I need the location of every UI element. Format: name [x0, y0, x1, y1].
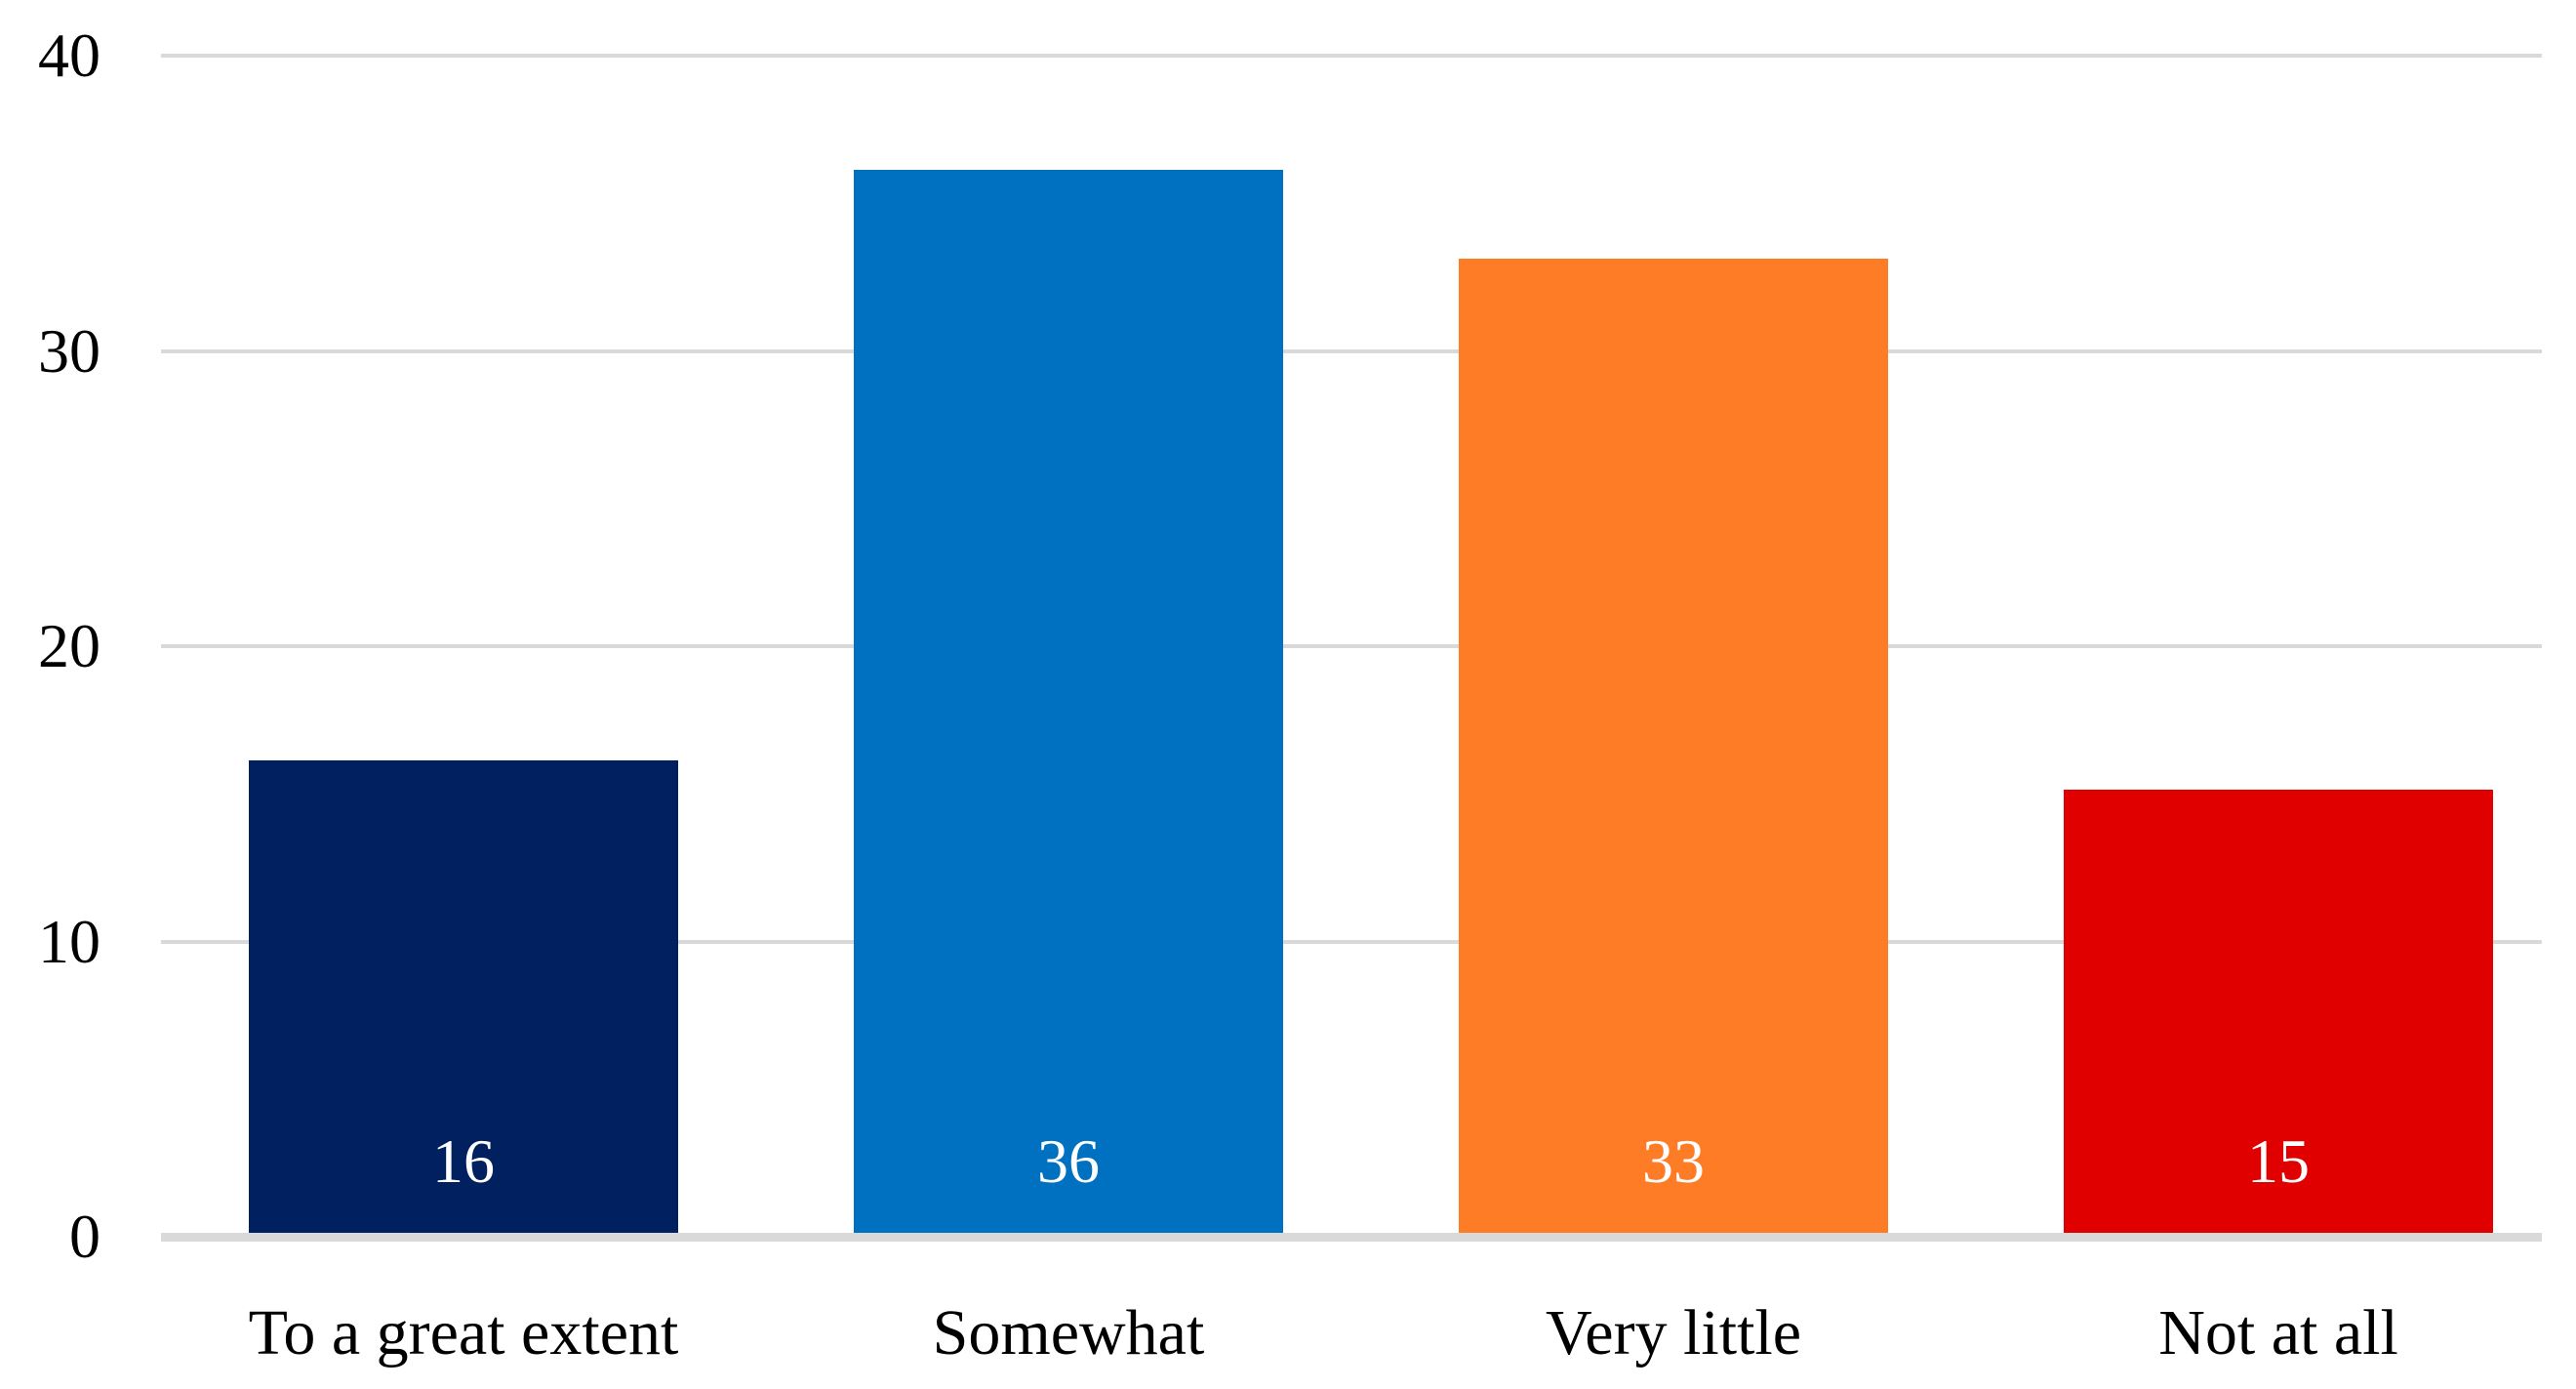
x-axis-label-very-little: Very little: [1545, 1297, 1802, 1369]
bar-not-at-all: 15: [2064, 790, 2493, 1233]
gridline-y10: [161, 939, 2542, 944]
bar-value-label-15: 15: [2247, 1126, 2310, 1196]
bar-somewhat: 36: [854, 170, 1283, 1233]
y-axis-tick-label-20: 20: [38, 611, 101, 680]
gridline-y30: [161, 348, 2542, 353]
gridline-y40: [161, 54, 2542, 58]
y-axis-tick-label-0: 0: [69, 1202, 101, 1271]
bar-value-label-16: 16: [432, 1126, 495, 1196]
gridline-y20: [161, 644, 2542, 648]
y-axis-tick-label-40: 40: [38, 20, 101, 90]
bar-value-label-33: 33: [1642, 1126, 1705, 1196]
y-axis-tick-label-30: 30: [38, 315, 101, 386]
bar-value-label-36: 36: [1037, 1126, 1100, 1196]
gridline-y0: [161, 1233, 2542, 1242]
y-axis-tick-label-10: 10: [38, 906, 101, 976]
bar-very-little: 33: [1459, 259, 1888, 1233]
bar-to-a-great-extent: 16: [249, 760, 678, 1233]
x-axis-label-somewhat: Somewhat: [932, 1297, 1205, 1369]
x-axis-label-to-a-great-extent: To a great extent: [248, 1297, 679, 1369]
x-axis-label-not-at-all: Not at all: [2158, 1297, 2398, 1369]
